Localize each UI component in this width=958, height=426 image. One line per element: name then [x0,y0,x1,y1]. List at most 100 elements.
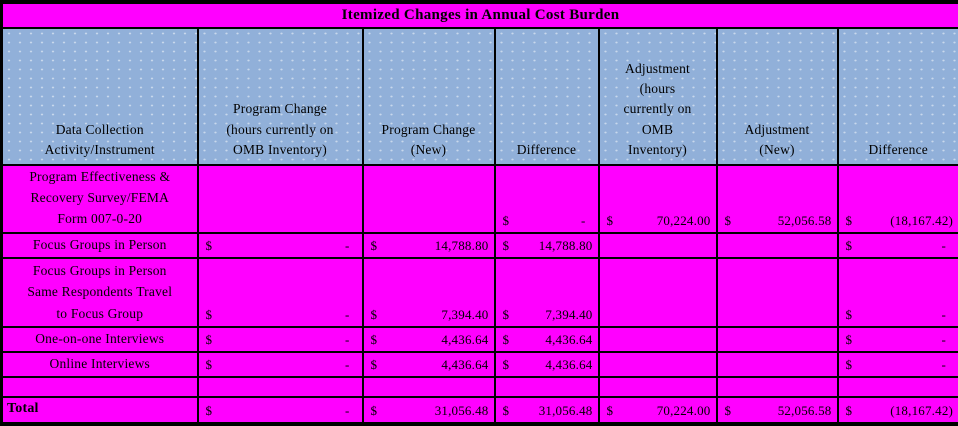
table-row: Focus Groups in Person Same Respondents … [2,258,958,327]
data-cell-difference-2[interactable]: $- [838,327,958,352]
data-cell-difference-2[interactable]: $(18,167.42) [838,165,958,233]
cell-amount: - [345,238,350,254]
table-title-cell[interactable]: Itemized Changes in Annual Cost Burden [2,2,958,28]
cell-amount: - [345,403,350,419]
data-cell-difference-1[interactable] [495,377,599,397]
data-cell-program-change-current[interactable]: $- [198,327,363,352]
data-cell-adjustment-current[interactable] [599,258,717,327]
data-cell-adjustment-current[interactable] [599,233,717,258]
currency-symbol: $ [206,307,213,323]
cell-amount: - [942,238,947,254]
row-label-cell[interactable]: Focus Groups in Person Same Respondents … [2,258,198,327]
currency-symbol: $ [206,357,213,373]
cell-amount: 4,436.64 [545,332,592,348]
data-cell-program-change-current[interactable]: $- [198,397,363,424]
cell-amount: 14,788.80 [435,238,489,254]
data-cell-difference-1[interactable]: $4,436.64 [495,327,599,352]
cell-amount: - [345,332,350,348]
data-cell-difference-2[interactable]: $- [838,258,958,327]
data-cell-difference-2[interactable] [838,377,958,397]
title-row: Itemized Changes in Annual Cost Burden [2,2,958,28]
currency-symbol: $ [607,403,614,419]
data-cell-program-change-current[interactable]: $- [198,258,363,327]
cell-amount: 52,056.58 [778,213,832,229]
currency-symbol: $ [206,238,213,254]
header-cell-program-change-new[interactable]: Program Change (New) [363,28,495,165]
cell-amount: 4,436.64 [441,357,488,373]
row-label-cell[interactable]: Focus Groups in Person [2,233,198,258]
data-cell-difference-1[interactable]: $7,394.40 [495,258,599,327]
table-row: Program Effectiveness & Recovery Survey/… [2,165,958,233]
data-cell-adjustment-current[interactable] [599,377,717,397]
header-cell-adjustment-current[interactable]: Adjustment (hours currently on OMB Inven… [599,28,717,165]
data-cell-program-change-new[interactable]: $14,788.80 [363,233,495,258]
data-cell-program-change-current[interactable]: $- [198,233,363,258]
cell-amount: - [942,332,947,348]
data-cell-adjustment-current[interactable]: $70,224.00 [599,165,717,233]
header-cell-activity[interactable]: Data Collection Activity/Instrument [2,28,198,165]
currency-symbol: $ [503,238,510,254]
data-cell-program-change-new[interactable]: $4,436.64 [363,352,495,377]
currency-symbol: $ [846,332,853,348]
currency-symbol: $ [503,213,510,229]
header-cell-program-change-current[interactable]: Program Change (hours currently on OMB I… [198,28,363,165]
data-cell-difference-1[interactable]: $4,436.64 [495,352,599,377]
data-cell-adjustment-current[interactable]: $70,224.00 [599,397,717,424]
row-label-cell[interactable]: Online Interviews [2,352,198,377]
currency-symbol: $ [725,213,732,229]
data-cell-difference-2[interactable]: $- [838,352,958,377]
data-cell-adjustment-new[interactable] [717,352,838,377]
data-cell-difference-2[interactable]: $- [838,233,958,258]
total-label-cell[interactable]: Total [2,397,198,424]
currency-symbol: $ [371,403,378,419]
data-cell-adjustment-new[interactable]: $52,056.58 [717,165,838,233]
currency-symbol: $ [846,238,853,254]
data-cell-difference-1[interactable]: $- [495,165,599,233]
header-cell-adjustment-new[interactable]: Adjustment (New) [717,28,838,165]
header-cell-difference-1[interactable]: Difference [495,28,599,165]
data-cell-adjustment-current[interactable] [599,352,717,377]
cell-amount: 31,056.48 [539,403,593,419]
currency-symbol: $ [503,357,510,373]
table-row: Online Interviews$-$4,436.64$4,436.64$- [2,352,958,377]
data-cell-difference-2[interactable]: $(18,167.42) [838,397,958,424]
data-cell-program-change-new[interactable]: $4,436.64 [363,327,495,352]
cell-amount: (18,167.42) [890,213,953,229]
table-row: Focus Groups in Person$-$14,788.80$14,78… [2,233,958,258]
data-cell-program-change-current[interactable] [198,165,363,233]
header-cell-difference-2[interactable]: Difference [838,28,958,165]
cell-amount: 70,224.00 [657,213,711,229]
currency-symbol: $ [503,403,510,419]
cell-amount: - [942,307,947,323]
data-cell-adjustment-new[interactable] [717,327,838,352]
currency-symbol: $ [846,307,853,323]
currency-symbol: $ [846,357,853,373]
cell-amount: - [345,357,350,373]
cell-amount: 4,436.64 [545,357,592,373]
currency-symbol: $ [607,213,614,229]
data-cell-program-change-new[interactable] [363,377,495,397]
currency-symbol: $ [371,307,378,323]
data-cell-program-change-new[interactable]: $31,056.48 [363,397,495,424]
data-cell-adjustment-new[interactable] [717,258,838,327]
cell-amount: 70,224.00 [657,403,711,419]
empty-row [2,377,958,397]
data-cell-adjustment-new[interactable] [717,377,838,397]
cell-amount: 7,394.40 [545,307,592,323]
row-label-cell[interactable]: Program Effectiveness & Recovery Survey/… [2,165,198,233]
data-cell-adjustment-current[interactable] [599,327,717,352]
cell-amount: 14,788.80 [539,238,593,254]
data-cell-adjustment-new[interactable]: $52,056.58 [717,397,838,424]
data-cell-program-change-new[interactable] [363,165,495,233]
data-cell-program-change-new[interactable]: $7,394.40 [363,258,495,327]
currency-symbol: $ [725,403,732,419]
data-cell-program-change-current[interactable] [198,377,363,397]
data-cell-adjustment-new[interactable] [717,233,838,258]
data-cell-difference-1[interactable]: $31,056.48 [495,397,599,424]
row-label-cell[interactable] [2,377,198,397]
data-cell-difference-1[interactable]: $14,788.80 [495,233,599,258]
data-cell-program-change-current[interactable]: $- [198,352,363,377]
row-label-cell[interactable]: One-on-one Interviews [2,327,198,352]
total-row: Total$-$31,056.48$31,056.48$70,224.00$52… [2,397,958,424]
